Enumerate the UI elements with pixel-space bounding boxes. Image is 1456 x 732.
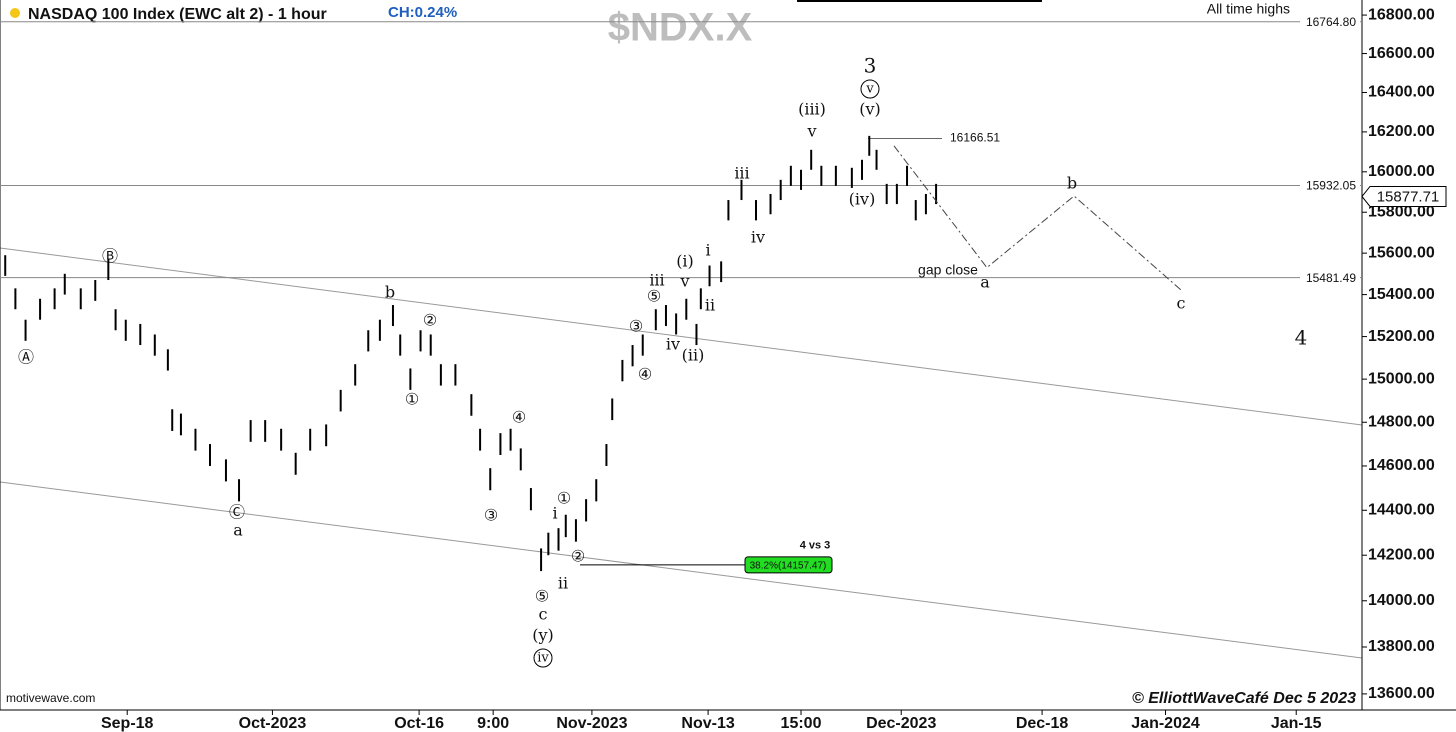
- wave-label: iii: [649, 271, 664, 290]
- last-price-label: 15877.71: [1377, 188, 1440, 205]
- wave-label: Ⓑ: [102, 247, 118, 266]
- wave-label: ①: [405, 390, 419, 409]
- wave-label: (iii): [798, 100, 826, 119]
- x-tick-label: Oct-16: [394, 715, 444, 732]
- wave-label: iv: [751, 228, 765, 247]
- symbol-watermark: $NDX.X: [608, 6, 753, 50]
- x-tick-label: Nov-2023: [556, 715, 627, 732]
- y-tick-label: 13800.00: [1368, 638, 1435, 655]
- x-tick-label: Nov-13: [681, 715, 734, 732]
- wave-label: Ⓐ: [18, 348, 34, 367]
- wave-label: c: [1177, 294, 1186, 313]
- y-tick-label: 16000.00: [1368, 163, 1435, 180]
- credit: © ElliottWaveCafé Dec 5 2023: [1132, 690, 1356, 707]
- wave-label: (i): [676, 252, 694, 271]
- wave-label: (v): [859, 100, 881, 119]
- wave-ring: [533, 648, 553, 668]
- x-tick-label: Jan-15: [1271, 715, 1322, 732]
- wave-label: v: [806, 122, 816, 141]
- wave-label: ⑤: [535, 587, 549, 606]
- level-label-bg: [1300, 270, 1360, 285]
- wave-label: ④: [512, 408, 526, 427]
- y-tick-label: 16800.00: [1368, 6, 1435, 23]
- wave-label: 3: [864, 54, 877, 78]
- wave-label: ③: [629, 317, 643, 336]
- y-tick-label: 13600.00: [1368, 685, 1435, 702]
- wave-ring: [860, 79, 880, 99]
- projection-path: [893, 145, 1182, 291]
- change: CH:0.24%: [388, 4, 457, 21]
- wave-label: ②: [571, 547, 585, 566]
- wave-label: gap close: [918, 262, 978, 278]
- top-note: All time highs: [1207, 1, 1290, 17]
- x-tick-label: Dec-18: [1016, 715, 1069, 732]
- wave-label: i: [552, 504, 557, 523]
- wave-label: c: [539, 605, 548, 624]
- fib-box: [744, 556, 833, 574]
- wave-label: ①: [557, 489, 571, 508]
- level-label: 16764.80: [1306, 15, 1356, 29]
- wave-label: Ⓒ: [229, 503, 245, 522]
- y-tick-label: 16200.00: [1368, 123, 1435, 140]
- wave-label: a: [233, 521, 243, 540]
- source: motivewave.com: [6, 691, 95, 705]
- x-tick-label: 9:00: [477, 715, 509, 732]
- last-price-tag: [1361, 185, 1447, 207]
- chart-title: NASDAQ 100 Index (EWC alt 2) - 1 hour: [28, 6, 327, 23]
- wave-label: (iv): [849, 190, 876, 209]
- y-tick-label: 14200.00: [1368, 546, 1435, 563]
- wave-label: ⑤: [647, 287, 661, 306]
- y-tick-label: 16600.00: [1368, 45, 1435, 62]
- x-tick-label: Dec-2023: [866, 715, 936, 732]
- wave-label: ②: [423, 311, 437, 330]
- wave-label: i: [705, 241, 710, 260]
- wave-label: v: [679, 272, 689, 291]
- x-tick-label: Sep-18: [101, 715, 154, 732]
- y-tick-label: 14000.00: [1368, 592, 1435, 609]
- wave-label: iii: [734, 164, 749, 183]
- high-marker-label: 16166.51: [950, 131, 1000, 145]
- status-dot: [10, 8, 20, 18]
- level-label: 15481.49: [1306, 271, 1356, 285]
- y-tick-label: 16400.00: [1368, 84, 1435, 101]
- y-tick-label: 15400.00: [1368, 286, 1435, 303]
- y-tick-label: 15000.00: [1368, 370, 1435, 387]
- wave-label: 4: [1295, 326, 1308, 350]
- wave-label: iv: [537, 651, 549, 666]
- y-tick-label: 15200.00: [1368, 328, 1435, 345]
- wave-label: ④: [638, 365, 652, 384]
- level-label: 15932.05: [1306, 179, 1356, 193]
- x-tick-label: Oct-2023: [239, 715, 307, 732]
- wave-label: ③: [484, 506, 498, 525]
- wave-label: b: [1067, 174, 1077, 193]
- wave-label: (ii): [682, 346, 705, 365]
- y-tick-label: 15600.00: [1368, 244, 1435, 261]
- channel-line: [0, 481, 1363, 659]
- wave-label: v: [865, 82, 874, 97]
- x-tick-label: Jan-2024: [1131, 715, 1200, 732]
- y-tick-label: 14400.00: [1368, 501, 1435, 518]
- wave-label: b: [385, 283, 395, 302]
- fib-title: 4 vs 3: [800, 540, 831, 552]
- wave-label: ii: [558, 574, 568, 593]
- wave-label: (y): [532, 626, 554, 645]
- fib-label: 38.2%(14157.47): [750, 560, 827, 571]
- level-label-bg: [1300, 178, 1360, 193]
- wave-label: a: [980, 273, 990, 292]
- y-tick-label: 15800.00: [1368, 203, 1435, 220]
- wave-label: iv: [666, 335, 680, 354]
- level-label-bg: [1300, 14, 1360, 29]
- x-tick-label: 15:00: [781, 715, 822, 732]
- y-tick-label: 14800.00: [1368, 413, 1435, 430]
- y-tick-label: 14600.00: [1368, 457, 1435, 474]
- wave-label: ii: [705, 296, 715, 315]
